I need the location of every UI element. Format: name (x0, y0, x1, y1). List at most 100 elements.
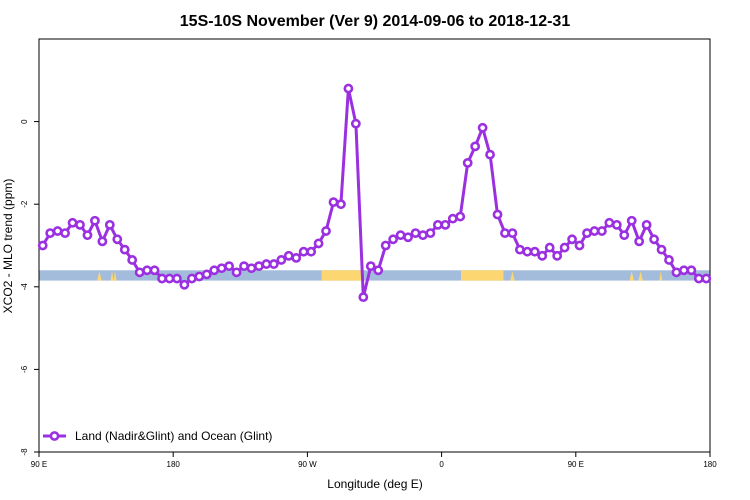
data-point (216, 263, 227, 274)
data-point (462, 157, 473, 168)
data-point (246, 263, 257, 274)
legend-label: Land (Nadir&Glint) and Ocean (Glint) (75, 429, 272, 443)
land-band-spike (113, 271, 117, 281)
data-point (157, 273, 167, 284)
y-tick-label: -4 (20, 283, 29, 291)
land-ocean-band (39, 270, 710, 281)
data-point (164, 273, 175, 284)
chart-title: 15S-10S November (Ver 9) 2014-09-06 to 2… (180, 13, 571, 30)
x-tick-label: 90 E (31, 460, 47, 469)
data-point (224, 261, 235, 272)
data-point (186, 273, 197, 284)
data-point (45, 228, 56, 239)
data-point (127, 255, 138, 265)
land-band-spike (510, 271, 515, 281)
data-point (276, 255, 287, 265)
data-point (142, 265, 153, 276)
data-point (395, 230, 406, 241)
data-point (574, 240, 585, 251)
data-point (432, 219, 443, 230)
data-point (507, 228, 518, 239)
data-point (455, 211, 466, 222)
data-point (60, 228, 70, 239)
data-point (254, 261, 264, 272)
land-band-spike (659, 271, 663, 281)
data-point (112, 234, 123, 245)
data-point (403, 232, 413, 243)
data-point (567, 234, 577, 245)
data-point (634, 236, 645, 247)
data-point (328, 197, 339, 208)
land-band-segment (321, 270, 362, 281)
land-band-spike (629, 271, 634, 281)
data-point (425, 228, 436, 239)
x-axis-label: Longitude (deg E) (327, 477, 422, 491)
data-point (447, 213, 458, 224)
legend: Land (Nadir&Glint) and Ocean (Glint) (43, 429, 272, 443)
data-point (75, 219, 85, 230)
data-point (90, 215, 100, 226)
data-point (544, 242, 555, 253)
data-point (664, 255, 674, 265)
data-point (67, 217, 78, 228)
data-point (261, 259, 272, 269)
data-point (514, 244, 525, 255)
land-band-spike (110, 271, 114, 281)
data-point (37, 240, 48, 251)
data-point (477, 122, 488, 133)
data-point (209, 265, 220, 276)
data-point (97, 236, 108, 247)
data-point (201, 269, 212, 280)
data-point (440, 219, 451, 230)
data-point (358, 292, 369, 303)
data-point (582, 228, 592, 239)
y-tick-label: -6 (20, 365, 29, 373)
data-point (641, 219, 652, 230)
data-point (500, 228, 510, 239)
data-point (313, 238, 324, 249)
data-point (626, 215, 637, 226)
data-point (239, 261, 249, 272)
data-point (336, 199, 346, 210)
data-point (559, 242, 570, 253)
y-tick-label: -2 (20, 200, 29, 208)
land-band-segment (460, 270, 504, 281)
data-point (589, 226, 600, 236)
data-point (283, 250, 294, 261)
data-point (291, 252, 302, 263)
x-tick-label: 90 W (298, 460, 317, 469)
data-point (596, 226, 607, 236)
y-axis: 0 -2 -4 -6 -8 (20, 119, 39, 456)
data-point (231, 267, 242, 278)
ocean-band (39, 270, 710, 281)
x-tick-label: 180 (703, 460, 717, 469)
data-point (350, 118, 361, 129)
x-tick-label: 0 (439, 460, 444, 469)
x-tick-label: 90 E (568, 460, 584, 469)
data-point (492, 209, 503, 220)
data-point (410, 228, 421, 239)
data-point (604, 217, 615, 228)
data-point (194, 271, 205, 282)
data-point (529, 246, 540, 257)
data-point (470, 141, 481, 152)
plot-frame (38, 38, 711, 453)
data-point (485, 149, 495, 160)
x-tick-label: 180 (167, 460, 181, 469)
y-tick-label: -8 (20, 448, 29, 456)
data-point (298, 246, 309, 257)
y-axis-label: XCO2 - MLO trend (ppm) (1, 179, 15, 314)
data-point (82, 230, 93, 241)
data-point (52, 226, 63, 236)
y-tick-label: 0 (20, 119, 29, 124)
data-point (619, 230, 630, 241)
data-point (693, 273, 704, 284)
data-point (649, 234, 659, 245)
data-point (686, 265, 697, 276)
data-point (671, 267, 682, 278)
data-point (365, 261, 376, 272)
data-point (380, 240, 391, 251)
data-point (134, 267, 145, 278)
land-band-spike (638, 271, 643, 281)
